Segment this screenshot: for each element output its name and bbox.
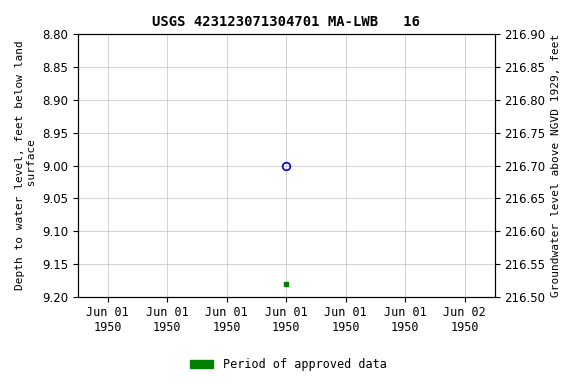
Y-axis label: Groundwater level above NGVD 1929, feet: Groundwater level above NGVD 1929, feet	[551, 34, 561, 297]
Title: USGS 423123071304701 MA-LWB   16: USGS 423123071304701 MA-LWB 16	[152, 15, 420, 29]
Y-axis label: Depth to water level, feet below land
 surface: Depth to water level, feet below land su…	[15, 41, 37, 290]
Legend: Period of approved data: Period of approved data	[185, 354, 391, 376]
